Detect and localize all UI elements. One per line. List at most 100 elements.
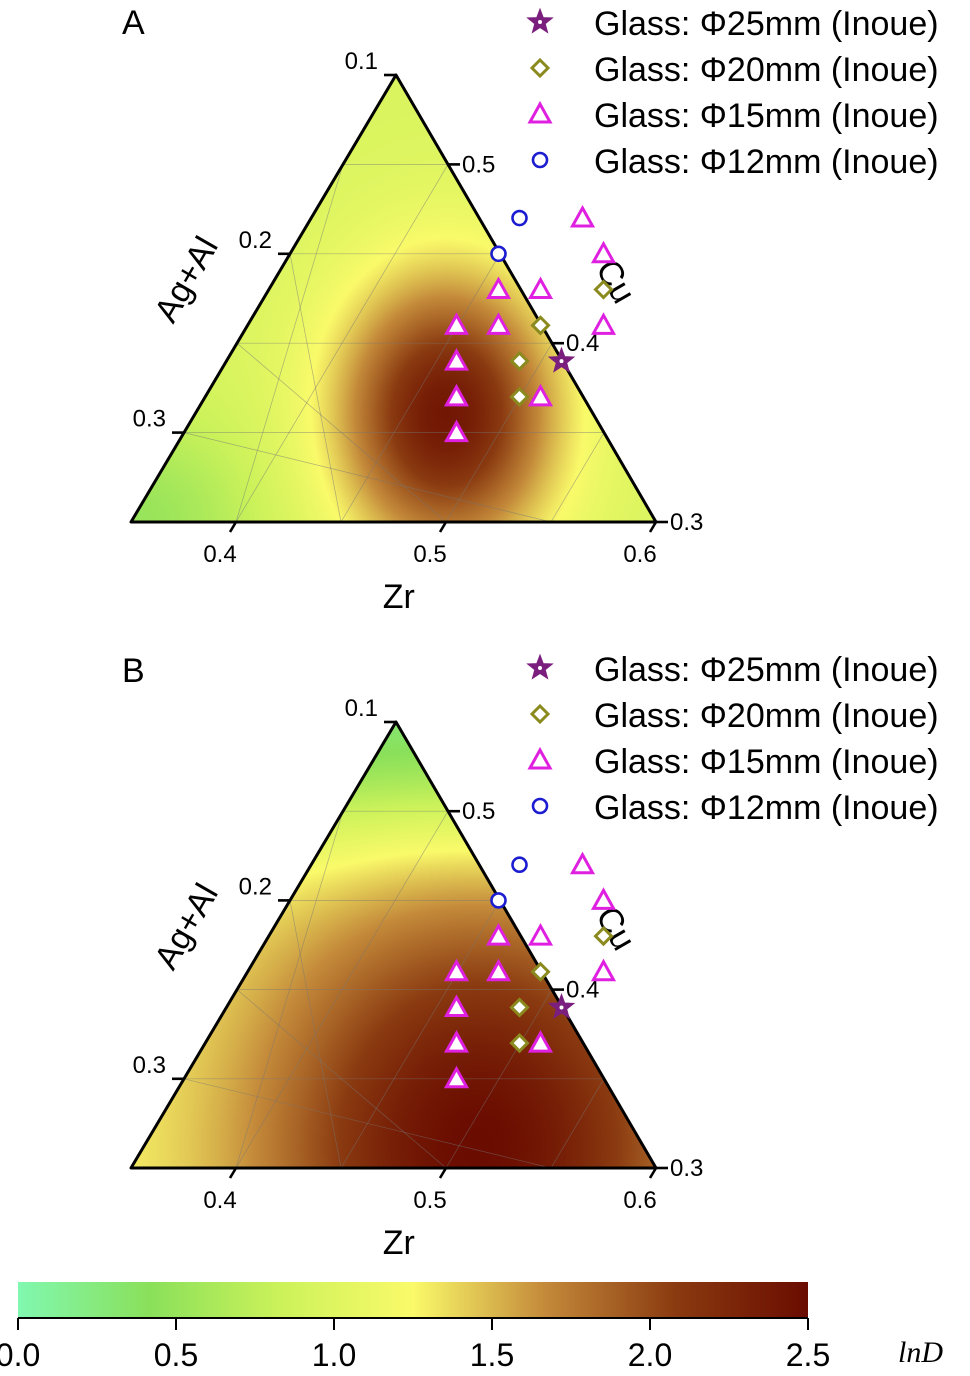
marker-triangle xyxy=(527,922,554,946)
marker-diamond xyxy=(509,1032,530,1054)
marker-diamond xyxy=(509,386,530,407)
right-tick-label: 0.5 xyxy=(462,798,495,825)
grid-line xyxy=(289,253,342,523)
data-markers xyxy=(443,204,617,443)
marker-diamond xyxy=(509,997,530,1018)
left-tick-label: 0.3 xyxy=(133,406,166,433)
right-tick-label: 0.3 xyxy=(670,509,703,536)
grid-line xyxy=(183,1078,552,1169)
marker-triangle xyxy=(527,746,553,770)
legend-label: Glass: Φ20mm (Inoue) xyxy=(594,51,939,89)
marker-triangle xyxy=(527,1030,554,1053)
marker-triangle xyxy=(443,419,470,443)
triangle-outline xyxy=(129,720,658,1170)
triangle-outline xyxy=(129,73,658,524)
marker-triangle xyxy=(569,204,596,228)
marker-diamond xyxy=(530,315,551,336)
left-tick-label: 0.1 xyxy=(345,695,378,722)
marker-triangle xyxy=(527,383,554,407)
colorbar-tick-label: 2.0 xyxy=(628,1337,672,1373)
colorbar-title: lnD xyxy=(898,1336,943,1369)
panel-label: B xyxy=(122,652,145,690)
legend-label: Glass: Φ12mm (Inoue) xyxy=(594,143,939,181)
marker-triangle xyxy=(443,383,470,407)
axis-title-bottom: Zr xyxy=(383,1224,415,1262)
marker-triangle xyxy=(485,312,512,335)
grid-line xyxy=(550,1078,605,1169)
legend-label: Glass: Φ20mm (Inoue) xyxy=(594,697,939,735)
legend-label: Glass: Φ15mm (Inoue) xyxy=(594,743,939,781)
marker-triangle xyxy=(590,958,617,982)
marker-triangle xyxy=(443,347,470,371)
marker-triangle xyxy=(590,240,617,264)
marker-triangle xyxy=(443,958,470,982)
bottom-tick-label: 0.5 xyxy=(413,541,446,568)
colorbar-tick-label: 0.5 xyxy=(154,1337,198,1373)
axis-title-left: Ag+Al xyxy=(147,230,226,328)
marker-star-center xyxy=(538,666,542,670)
marker-triangle xyxy=(443,994,470,1017)
marker-triangle xyxy=(443,1030,470,1053)
colorbar-tick-label: 1.0 xyxy=(312,1337,356,1373)
grid-line xyxy=(236,342,447,523)
marker-circle xyxy=(490,892,507,909)
bottom-tick-label: 0.4 xyxy=(203,541,236,568)
grid-line xyxy=(445,343,553,523)
colorbar-tick-label: 0.0 xyxy=(0,1337,40,1373)
bottom-tick-label: 0.6 xyxy=(623,541,656,568)
marker-triangle xyxy=(485,276,512,300)
legend-label: Glass: Φ12mm (Inoue) xyxy=(594,789,939,827)
grid-line xyxy=(236,989,447,1169)
marker-circle xyxy=(531,797,549,815)
marker-diamond xyxy=(529,57,551,79)
panel-label: A xyxy=(122,4,145,42)
marker-diamond xyxy=(593,279,614,300)
marker-triangle xyxy=(443,1065,470,1089)
legend-label: Glass: Φ25mm (Inoue) xyxy=(594,5,939,43)
marker-triangle xyxy=(527,100,553,124)
colorbar-tick-label: 2.5 xyxy=(786,1337,830,1373)
tick xyxy=(648,521,658,533)
marker-triangle xyxy=(443,312,470,335)
tick xyxy=(228,1167,238,1179)
marker-circle xyxy=(511,856,528,874)
colorbar-ticks: 0.0 0.5 1.0 1.5 2.0 2.5 xyxy=(0,1317,830,1373)
marker-diamond xyxy=(529,703,551,725)
marker-triangle xyxy=(485,958,512,982)
grid-line xyxy=(183,432,552,523)
tick xyxy=(648,1167,658,1179)
marker-star-center xyxy=(538,20,542,24)
grid-lines xyxy=(183,164,605,523)
grid-line xyxy=(289,900,342,1169)
left-tick-label: 0.1 xyxy=(345,48,378,75)
left-tick-label: 0.3 xyxy=(133,1052,166,1079)
tick xyxy=(438,521,448,533)
marker-diamond xyxy=(530,961,551,982)
marker-triangle xyxy=(569,851,596,875)
ticks xyxy=(172,720,668,1179)
right-tick-label: 0.3 xyxy=(670,1155,703,1182)
grid-line xyxy=(445,989,553,1169)
colorbar-tick-label: 1.5 xyxy=(470,1337,514,1373)
data-markers xyxy=(443,851,617,1089)
heatmap-fill xyxy=(131,75,656,522)
marker-star-center xyxy=(559,359,564,364)
axis-title-left: Ag+Al xyxy=(147,877,226,975)
bottom-tick-label: 0.5 xyxy=(413,1187,446,1214)
colorbar: 0.0 0.5 1.0 1.5 2.0 2.5 lnD xyxy=(0,1282,943,1373)
marker-diamond xyxy=(593,925,614,947)
axis-title-bottom: Zr xyxy=(383,578,415,616)
tick xyxy=(228,521,238,533)
bottom-tick-label: 0.6 xyxy=(623,1187,656,1214)
marker-circle xyxy=(531,151,549,169)
marker-circle xyxy=(490,245,507,263)
marker-star-center xyxy=(559,1005,564,1010)
grid-lines xyxy=(183,810,605,1169)
ticks xyxy=(172,73,668,533)
colorbar-gradient xyxy=(18,1282,808,1318)
grid-line xyxy=(550,432,605,523)
legend-label: Glass: Φ15mm (Inoue) xyxy=(594,97,939,135)
